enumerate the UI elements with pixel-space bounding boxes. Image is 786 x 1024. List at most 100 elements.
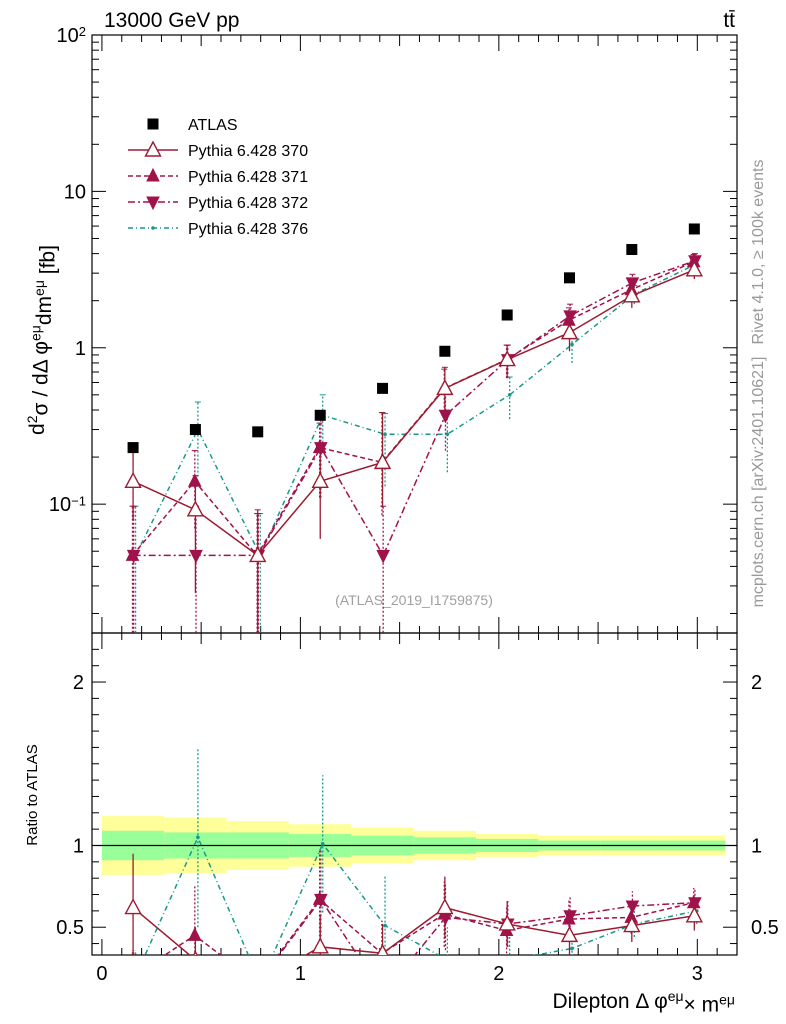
- main-line-p376: [134, 262, 698, 558]
- header-channel-label: tt̄: [723, 9, 735, 32]
- ratio-y-axis-title: Ratio to ATLAS: [24, 744, 41, 845]
- main-line-p371: [131, 261, 695, 557]
- legend-entry-data: ATLAS: [147, 117, 238, 134]
- main-point-p370: [560, 323, 579, 340]
- legend-entry-p371: Pythia 6.428 371: [128, 167, 308, 186]
- ratio-line-p376: [144, 835, 697, 955]
- mcplots-label: mcplots.cern.ch [arXiv:2401.10621]: [750, 357, 767, 608]
- main-point-p370: [124, 471, 142, 489]
- ratio-panel-frame: [91, 632, 738, 956]
- legend-entry-p376: Pythia 6.428 376: [128, 221, 308, 238]
- main-point-p372: [376, 549, 390, 564]
- legend-entry-p370: Pythia 6.428 370: [128, 140, 308, 160]
- main-y-tick-label: 10−1: [49, 493, 86, 516]
- ratio-point-p372: [252, 978, 264, 990]
- main-point-p376: [507, 393, 512, 397]
- ratio-y-axis: 0.5 0.5 1 1 2 2: [56, 648, 779, 945]
- main-line-p372: [133, 260, 696, 558]
- main-point-p371: [187, 473, 202, 487]
- main-point-data: [189, 424, 201, 436]
- main-point-data: [127, 442, 139, 454]
- ratio-point-p370: [192, 950, 198, 955]
- ratio-point-p371: [251, 976, 263, 988]
- ratio-point-p376: [320, 842, 325, 846]
- ratio-uncertainty-bands: [92, 816, 737, 875]
- main-point-p376: [383, 432, 387, 437]
- ratio-point-p376: [446, 958, 450, 962]
- ratio-point-p376: [508, 958, 512, 962]
- ratio-x-tick-label: 2: [493, 963, 504, 985]
- ratio-point-p376: [258, 981, 262, 985]
- legend-entry-p372: Pythia 6.428 372: [128, 195, 308, 212]
- analysis-watermark: (ATLAS_2019_I1759875): [335, 592, 493, 608]
- legend-marker-p372: [146, 196, 160, 211]
- main-point-data: [626, 243, 638, 255]
- ratio-point-p372: [625, 900, 640, 915]
- ratio-x-tick-label: 3: [692, 963, 703, 985]
- main-line-p370: [132, 269, 695, 557]
- legend-label-data: ATLAS: [188, 117, 238, 134]
- main-y-tick-label: 1: [75, 338, 86, 360]
- main-point-p376: [445, 432, 450, 437]
- ratio-point-p376: [570, 946, 574, 951]
- legend-label-p376: Pythia 6.428 376: [188, 221, 308, 238]
- main-point-data: [252, 426, 264, 438]
- main-point-data: [563, 272, 575, 284]
- ratio-line-p372: [278, 898, 695, 955]
- main-y-tick-label: 102: [57, 24, 86, 47]
- main-point-data: [688, 223, 700, 235]
- ratio-point-p370: [560, 925, 579, 943]
- main-y-tick-label: 10: [64, 181, 86, 203]
- ratio-point-p371: [187, 927, 202, 941]
- ratio-x-tick-label: 0: [96, 963, 107, 985]
- legend-marker-p370: [144, 140, 162, 157]
- main-point-p370: [186, 500, 205, 517]
- ratio-x-tick-label: 1: [295, 963, 306, 985]
- ratio-y-tick-label: 2: [73, 672, 84, 694]
- main-point-p370: [373, 452, 392, 470]
- legend-marker-p371: [146, 167, 160, 182]
- ratio-point-p372: [128, 971, 140, 983]
- legend-label-p372: Pythia 6.428 372: [188, 195, 308, 212]
- ratio-point-p371: [562, 910, 576, 925]
- ratio-point-p372: [377, 989, 389, 1001]
- legend-label-p370: Pythia 6.428 370: [188, 143, 308, 160]
- main-point-p370: [685, 260, 703, 277]
- main-y-axis-title: d2σ / dΔ φeμdmeμ [fb]: [24, 245, 60, 435]
- ratio-point-p376: [134, 974, 138, 978]
- legend-marker-p376: [151, 226, 155, 230]
- main-point-p370: [249, 545, 267, 563]
- ratio-line-p371: [163, 898, 694, 955]
- ratio-point-p370: [311, 937, 329, 954]
- main-y-axis: 10−1 1 10 102: [49, 24, 737, 614]
- x-axis-title: Dilepton Δ φeμ× meμ: [552, 988, 735, 1017]
- ratio-line-p370: [132, 906, 695, 955]
- ratio-series-layer: [124, 747, 703, 1001]
- main-point-p372: [625, 277, 640, 291]
- ratio-point-p372: [190, 978, 202, 990]
- main-point-p370: [623, 286, 641, 303]
- rivet-version-label: Rivet 4.1.0, ≥ 100k events: [750, 160, 767, 345]
- main-point-data: [314, 409, 326, 421]
- ratio-y-tick-label-right: 0.5: [751, 917, 779, 939]
- main-point-p372: [438, 409, 453, 424]
- ratio-y-tick-label: 0.5: [56, 917, 84, 939]
- ratio-point-p370: [124, 898, 142, 915]
- ratio-point-p370: [436, 898, 454, 915]
- legend-marker-data: [147, 118, 159, 130]
- ratio-point-p376: [196, 835, 200, 840]
- main-point-p371: [312, 439, 327, 454]
- ratio-x-axis: 0 1 2 3: [96, 633, 718, 985]
- main-point-p370: [311, 471, 329, 489]
- main-point-p372: [189, 549, 203, 564]
- main-point-data: [377, 382, 389, 394]
- ratio-point-p370: [498, 914, 516, 931]
- main-point-data: [501, 309, 513, 321]
- header-process-label: 13000 GeV pp: [104, 9, 239, 32]
- ratio-y-tick-label-right: 1: [751, 835, 762, 857]
- ratio-y-tick-label-right: 2: [751, 672, 762, 694]
- ratio-y-tick-label: 1: [73, 835, 84, 857]
- ratio-point-p370: [376, 943, 389, 955]
- main-point-p371: [125, 547, 140, 561]
